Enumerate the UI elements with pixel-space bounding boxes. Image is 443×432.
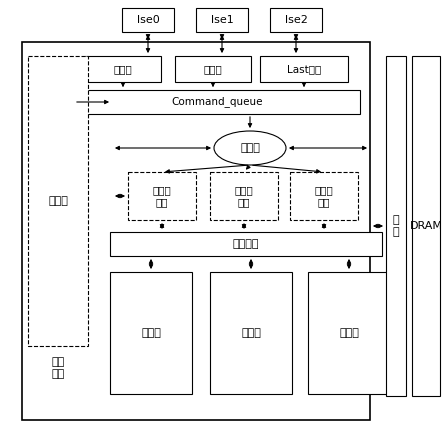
Bar [28,56,88,346]
Bar [412,56,440,396]
Text: Last信号: Last信号 [287,64,321,74]
Ellipse shape [214,131,286,165]
Text: 数据流: 数据流 [241,328,261,338]
Text: 流寄存
器堆: 流寄存 器堆 [153,185,171,207]
Bar [74,90,360,114]
Bar [308,272,390,394]
Text: 数据流: 数据流 [141,328,161,338]
Text: 流寄存
器堆: 流寄存 器堆 [235,185,253,207]
Text: DRAM: DRAM [409,221,443,231]
Bar [110,232,382,256]
Bar [22,42,370,420]
Text: 数据流: 数据流 [339,328,359,338]
Bar [260,56,348,82]
Bar [290,172,358,220]
Text: 更新
控制: 更新 控制 [51,357,65,379]
Text: Command_queue: Command_queue [171,96,263,108]
Text: lse0: lse0 [136,15,159,25]
Text: 写数据: 写数据 [113,64,132,74]
Bar [85,56,161,82]
Bar [270,8,322,32]
Bar [128,172,196,220]
Text: lse1: lse1 [210,15,233,25]
Bar [210,172,278,220]
Text: lse2: lse2 [284,15,307,25]
Bar [386,56,406,396]
Text: 状态机: 状态机 [240,143,260,153]
Text: 交叉开关: 交叉开关 [233,239,259,249]
Text: 流寄存
器堆: 流寄存 器堆 [315,185,334,207]
Bar [122,8,174,32]
Bar [210,272,292,394]
Bar [110,272,192,394]
Bar [196,8,248,32]
Text: 读数据: 读数据 [204,64,222,74]
Text: 总
线: 总 线 [392,215,399,237]
Text: 指令表: 指令表 [48,196,68,206]
Bar [175,56,251,82]
